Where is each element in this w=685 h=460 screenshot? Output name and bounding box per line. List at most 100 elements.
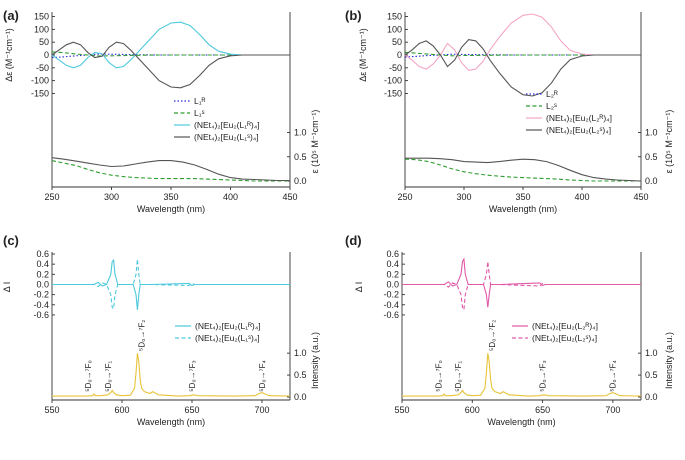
transition-label: ⁵D₀→⁷F₁ bbox=[104, 361, 113, 392]
transition-label: ⁵D₀→⁷F₀ bbox=[84, 360, 93, 392]
transition-label: ⁵D₀→⁷F₄ bbox=[258, 360, 267, 391]
series-Eu-PL-lower bbox=[52, 353, 291, 397]
y-tick-label: -0.6 bbox=[383, 310, 399, 320]
panel-1: (b) 250 300 350 400 450 Wavelength (nm) 150 100 5… bbox=[345, 8, 674, 214]
lower-y-label: ε (10⁵ M⁻¹cm⁻¹) bbox=[664, 110, 674, 174]
series-Eu-L1R-upper bbox=[51, 21, 290, 69]
y-tick-label: 0.2 bbox=[36, 269, 49, 279]
x-tick-label: 450 bbox=[633, 192, 648, 202]
panel-0: (a) 250 300 350 400 450 Wavelength (nm) 150 100 5… bbox=[3, 8, 320, 214]
y-tick-label: -0.4 bbox=[33, 300, 49, 310]
y-tick-label: 0 bbox=[44, 50, 49, 60]
legend-label: (NEt₄)₂[Eu₂(L₁ˢ)₄] bbox=[195, 333, 260, 343]
legend-label: (NEt₄)₂[Eu₂(L₁ᴿ)₄] bbox=[194, 120, 260, 130]
y-tick-label: -150 bbox=[384, 88, 402, 98]
lower-y-label: Intensity (a.u.) bbox=[664, 332, 674, 389]
y-tick-label: -150 bbox=[31, 88, 49, 98]
legend-label: (NEt₄)₂[Eu₂(L₂ˢ)₄] bbox=[546, 125, 611, 135]
lower-y-label: Intensity (a.u.) bbox=[310, 332, 320, 389]
y-tick-label: 0.4 bbox=[36, 259, 49, 269]
y2-tick-label: 0.5 bbox=[645, 152, 658, 162]
y2-tick-label: 0.0 bbox=[645, 392, 658, 402]
y2-tick-label: 1.0 bbox=[294, 128, 307, 138]
upper-y-label: Δ I bbox=[354, 282, 364, 293]
series-Eu-L2S-upper bbox=[404, 39, 641, 97]
series-L1-abs-lower bbox=[51, 160, 290, 182]
y2-tick-label: 1.0 bbox=[645, 128, 658, 138]
series-L2-abs-lower bbox=[404, 158, 641, 182]
panel-label: (a) bbox=[3, 8, 19, 23]
y-tick-label: 100 bbox=[387, 24, 402, 34]
y-tick-label: -0.2 bbox=[33, 290, 49, 300]
y-tick-label: -0.2 bbox=[383, 290, 399, 300]
x-axis-label: Wavelength (nm) bbox=[487, 417, 555, 427]
legend-label: (NEt₄)₂[Eu₂(L₁ᴿ)₄] bbox=[195, 321, 261, 331]
lower-y-label: ε (10⁵ M⁻¹cm⁻¹) bbox=[310, 110, 320, 174]
x-axis-label: Wavelength (nm) bbox=[137, 417, 205, 427]
y-tick-label: -100 bbox=[31, 76, 49, 86]
x-tick-label: 350 bbox=[163, 192, 178, 202]
upper-y-label: Δε (M⁻¹cm⁻¹) bbox=[4, 28, 14, 82]
y2-tick-label: 1.0 bbox=[294, 348, 307, 358]
y-tick-label: 150 bbox=[34, 12, 49, 22]
y-tick-label: 100 bbox=[34, 24, 49, 34]
y2-tick-label: 0.0 bbox=[294, 392, 307, 402]
y-tick-label: 0 bbox=[397, 50, 402, 60]
series-Eu-L1R-cpl-upper bbox=[52, 258, 290, 310]
y2-tick-label: 0.5 bbox=[645, 370, 658, 380]
x-tick-label: 650 bbox=[535, 405, 550, 415]
y-tick-label: -0.6 bbox=[33, 310, 49, 320]
transition-label: ⁵D₀→⁷F₂ bbox=[137, 320, 146, 351]
y2-tick-label: 0.5 bbox=[294, 152, 307, 162]
series-Eu-L1S-upper bbox=[51, 41, 290, 89]
y2-tick-label: 0.0 bbox=[645, 176, 658, 186]
y-tick-label: 0.0 bbox=[36, 279, 49, 289]
panel-label: (d) bbox=[345, 233, 362, 248]
x-tick-label: 650 bbox=[184, 405, 199, 415]
series-L1S-upper bbox=[51, 51, 290, 57]
legend-label: L₂ˢ bbox=[546, 101, 557, 111]
legend-label: L₁ˢ bbox=[194, 108, 205, 118]
legend-label: (NEt₄)₂[Eu₂(L₁ˢ)₄] bbox=[194, 132, 259, 142]
legend-label: (NEt₄)₂[Eu₂(L₂ᴿ)₄] bbox=[546, 113, 612, 123]
upper-y-label: Δε (M⁻¹cm⁻¹) bbox=[358, 28, 368, 82]
x-axis-label: Wavelength (nm) bbox=[137, 204, 205, 214]
y-tick-label: 0.6 bbox=[386, 249, 399, 259]
y-tick-label: 0.0 bbox=[386, 279, 399, 289]
x-tick-label: 600 bbox=[465, 405, 480, 415]
y-tick-label: 0.2 bbox=[386, 269, 399, 279]
series-Eu-L1S-cpl-upper bbox=[52, 259, 290, 311]
x-tick-label: 300 bbox=[456, 192, 471, 202]
y-tick-label: 0.6 bbox=[36, 249, 49, 259]
x-tick-label: 550 bbox=[44, 405, 59, 415]
series-Eu-L2R-upper bbox=[404, 13, 641, 71]
transition-label: ⁵D₀→⁷F₂ bbox=[488, 320, 497, 351]
x-tick-label: 250 bbox=[44, 192, 59, 202]
legend-label: L₂ᴿ bbox=[546, 89, 558, 99]
series-L2S-upper bbox=[404, 51, 641, 57]
series-Eu-L2R-cpl-upper bbox=[402, 257, 641, 308]
x-tick-label: 400 bbox=[574, 192, 589, 202]
series-Eu-PL-lower bbox=[402, 353, 642, 397]
x-tick-label: 700 bbox=[605, 405, 620, 415]
x-tick-label: 550 bbox=[394, 405, 409, 415]
y-tick-label: 50 bbox=[39, 37, 49, 47]
y-tick-label: 0.4 bbox=[386, 259, 399, 269]
legend-label: (NEt₄)₂[Eu₂(L₂ˢ)₄] bbox=[532, 333, 597, 343]
y-tick-label: 150 bbox=[387, 12, 402, 22]
y-tick-label: -50 bbox=[36, 63, 49, 73]
y-tick-label: 50 bbox=[392, 37, 402, 47]
transition-label: ⁵D₀→⁷F₀ bbox=[434, 360, 443, 392]
series-Eu-abs-lower bbox=[405, 157, 642, 182]
y2-tick-label: 1.0 bbox=[645, 348, 658, 358]
x-tick-label: 600 bbox=[114, 405, 129, 415]
x-tick-label: 250 bbox=[397, 192, 412, 202]
series-Eu-L2S-cpl-upper bbox=[402, 261, 641, 312]
legend-label: (NEt₄)₂[Eu₂(L₂ᴿ)₄] bbox=[532, 321, 598, 331]
transition-label: ⁵D₀→⁷F₃ bbox=[188, 360, 197, 391]
x-tick-label: 400 bbox=[223, 192, 238, 202]
x-tick-label: 300 bbox=[104, 192, 119, 202]
series-Eu-abs-lower bbox=[51, 157, 290, 182]
